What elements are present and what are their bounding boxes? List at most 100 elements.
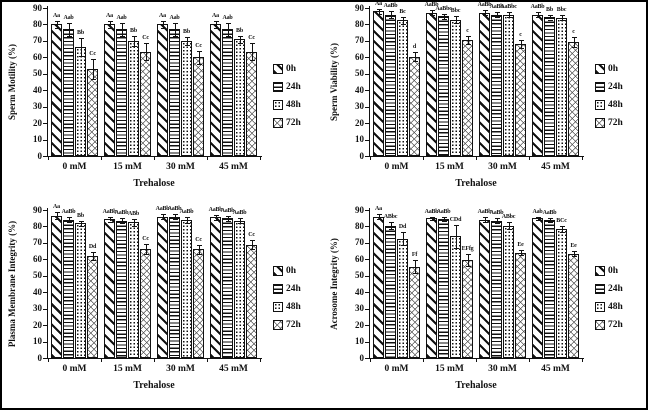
bar-24h-0mM — [63, 29, 74, 156]
bar-significance-label: Ff — [411, 252, 418, 259]
error-bar-cap-bottom — [90, 260, 96, 262]
legend-item-48h: 48h — [595, 100, 623, 110]
y-axis-line — [369, 208, 370, 359]
x-category-label: 0 mM — [62, 364, 87, 374]
error-bar-cap-top — [388, 222, 394, 224]
bar-significance-label: AaBb — [232, 210, 247, 217]
legend-item-0h: 0h — [273, 64, 301, 74]
y-tick-label: 70 — [33, 237, 42, 248]
y-tick-label: 90 — [355, 204, 364, 215]
x-axis-tick — [154, 157, 155, 160]
y-tick-label: 20 — [33, 117, 42, 128]
bar-48h-15mM — [450, 19, 461, 156]
y-tick-label: 40 — [355, 286, 364, 297]
error-bar-cap-bottom — [172, 219, 178, 221]
y-axis-tick — [365, 90, 369, 92]
error-bar-cap-top — [160, 21, 166, 23]
error-bar — [561, 225, 563, 233]
bar-significance-label: AaBb — [424, 2, 439, 9]
bar-24h-30mM — [169, 29, 180, 156]
bar-24h-45mM — [544, 219, 555, 358]
bar-significance-label: c — [519, 32, 522, 39]
error-bar-cap-bottom — [131, 45, 137, 47]
y-axis-tick — [43, 40, 47, 42]
error-bar-cap-top — [429, 10, 435, 12]
error-bar-cap-top — [465, 35, 471, 37]
bar-24h-45mM — [222, 218, 233, 358]
bar-significance-label: AaBb — [477, 2, 492, 9]
legend-item-72h: 72h — [273, 320, 301, 330]
bar-72h-15mM — [140, 248, 151, 358]
error-bar — [251, 43, 253, 60]
bar-significance-label: AaBb — [114, 210, 129, 217]
bar-48h-0mM — [75, 46, 86, 156]
error-bar-cap-bottom — [172, 35, 178, 37]
error-bar — [68, 22, 70, 36]
error-bar-cap-bottom — [482, 15, 488, 17]
bar-24h-0mM — [385, 14, 396, 156]
error-bar — [573, 36, 575, 47]
y-tick-label: 50 — [33, 270, 42, 281]
error-bar-cap-bottom — [412, 61, 418, 63]
x-axis-tick — [529, 157, 530, 160]
bar-significance-label: Aab — [532, 208, 543, 215]
bar-0h-45mM — [532, 218, 543, 358]
x-axis-line — [45, 358, 262, 359]
error-bar-cap-bottom — [90, 78, 96, 80]
bar-significance-label: Cc — [142, 35, 149, 42]
x-category-label: 30 mM — [166, 364, 195, 374]
bar-72h-45mM — [246, 51, 257, 156]
y-axis-tick — [43, 210, 47, 211]
error-bar-cap-top — [119, 218, 125, 220]
legend-item-48h: 48h — [273, 100, 301, 110]
error-bar-cap-top — [518, 250, 524, 252]
error-bar-cap-top — [571, 36, 577, 38]
x-axis-tick — [207, 157, 208, 160]
diagonal-stripes-swatch-icon — [595, 266, 605, 276]
bar-24h-30mM — [169, 216, 180, 358]
bar-significance-label: Bb — [130, 27, 137, 34]
x-axis-tick — [154, 359, 155, 362]
error-bar-cap-top — [172, 22, 178, 24]
y-axis-tick — [43, 73, 47, 75]
y-axis-tick — [43, 358, 47, 359]
bar-significance-label: Aa — [375, 0, 382, 7]
x-category-label: 30 mM — [166, 162, 195, 172]
error-bar-cap-bottom — [78, 55, 84, 57]
x-axis-title: Trehalose — [455, 380, 497, 391]
error-bar-cap-top — [249, 240, 255, 242]
error-bar — [508, 12, 510, 18]
bar-0h-0mM — [373, 216, 384, 358]
error-bar-cap-bottom — [571, 256, 577, 258]
error-bar-cap-bottom — [518, 48, 524, 50]
y-tick-label: 90 — [33, 204, 42, 215]
x-axis-tick — [370, 157, 371, 160]
diagonal-stripes-swatch-icon — [273, 64, 283, 74]
error-bar-cap-top — [535, 12, 541, 14]
bar-significance-label: AaBb — [220, 207, 235, 214]
error-bar-cap-top — [131, 35, 137, 37]
x-category-label: 15 mM — [113, 364, 142, 374]
error-bar-cap-bottom — [376, 13, 382, 15]
y-tick-label: 60 — [33, 253, 42, 264]
y-tick-label: 30 — [355, 101, 364, 112]
bar-significance-label: Bbc — [450, 8, 461, 15]
y-tick-label: 0 — [37, 150, 43, 161]
bar-significance-label: EFfg — [461, 246, 474, 253]
error-bar — [402, 232, 404, 246]
error-bar — [390, 11, 392, 18]
error-bar-cap-top — [376, 214, 382, 216]
x-category-label: 0 mM — [384, 162, 409, 172]
dots-swatch-icon — [273, 302, 283, 312]
bar-significance-label: Bb — [546, 6, 553, 13]
x-category-label: 0 mM — [62, 162, 87, 172]
diagonal-stripes-swatch-icon — [595, 64, 605, 74]
error-bar-cap-top — [225, 22, 231, 24]
error-bar — [215, 214, 217, 220]
legend-item-24h: 24h — [595, 82, 623, 92]
legend-label: 72h — [286, 118, 301, 128]
y-axis-tick — [365, 57, 369, 59]
error-bar — [549, 14, 551, 20]
bar-significance-label: AaBb — [530, 4, 545, 11]
error-bar-cap-top — [196, 244, 202, 246]
